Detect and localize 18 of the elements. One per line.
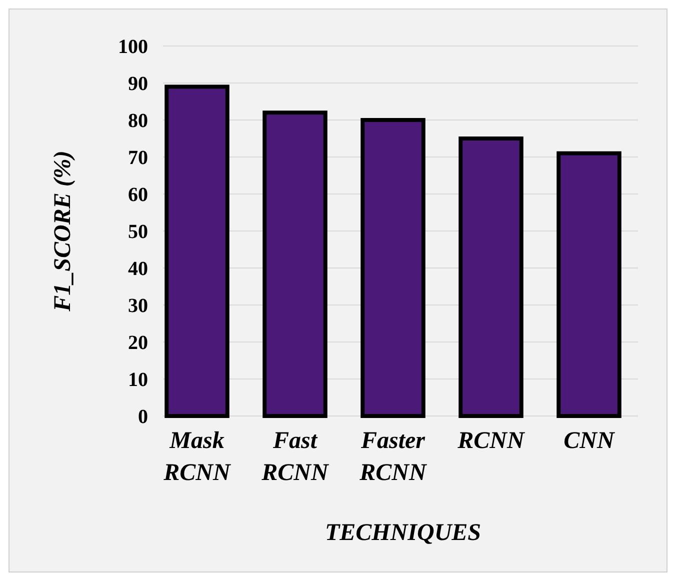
y-tick-label: 0: [138, 406, 148, 428]
y-tick-label: 20: [128, 332, 148, 354]
y-tick-label: 70: [128, 147, 148, 169]
y-tick-label: 90: [128, 73, 148, 95]
y-tick-label: 50: [128, 221, 148, 243]
y-tick-label: 10: [128, 369, 148, 391]
x-tick-label: Faster RCNN: [358, 428, 428, 486]
x-tick-label: Fast RCNN: [260, 428, 330, 486]
y-tick-label: 30: [128, 295, 148, 317]
y-tick-label: 100: [118, 36, 148, 58]
y-tick-label: 80: [128, 110, 148, 132]
y-tick-label: 60: [128, 184, 148, 206]
x-tick-label: RCNN: [456, 428, 526, 454]
x-tick-label: Mask RCNN: [162, 428, 232, 486]
y-axis-title: F1_SCORE (%): [50, 150, 76, 312]
x-axis-title: TECHNIQUES: [324, 520, 482, 546]
y-tick-label: 40: [128, 258, 148, 280]
x-tick-label: CNN: [564, 428, 616, 454]
